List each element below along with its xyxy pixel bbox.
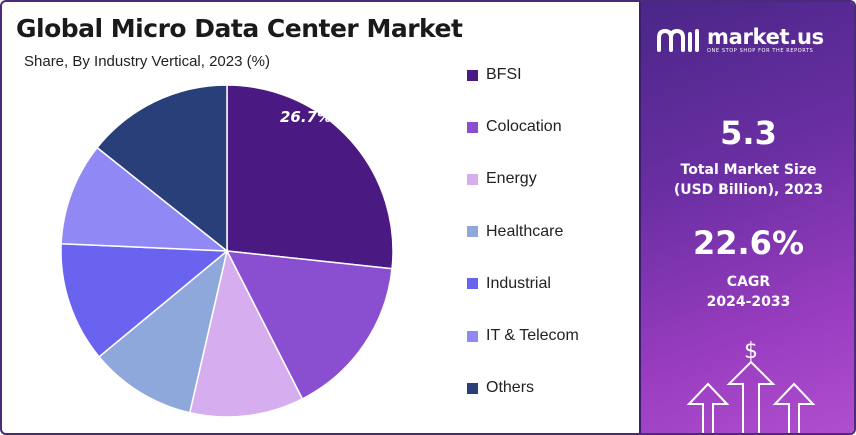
legend-swatch (467, 121, 478, 133)
pie-slice-bfsi (226, 84, 394, 270)
market-size-label-line1: Total Market Size (680, 162, 817, 178)
cagr-value: 22.6% (692, 224, 804, 262)
legend-label: Healthcare (486, 222, 564, 240)
market-size-value: 5.3 (720, 114, 777, 152)
growth-arrows-icon: $ (686, 339, 816, 433)
legend-swatch (467, 278, 478, 290)
legend-swatch (467, 69, 478, 81)
legend-label: Others (486, 379, 535, 397)
pie-slice-others (96, 84, 228, 253)
legend-swatch (467, 226, 478, 238)
pie-chart: 26.7% (60, 84, 394, 418)
legend-item: Colocation (467, 116, 562, 138)
legend-label: BFSI (486, 66, 522, 83)
legend-label: IT & Telecom (486, 327, 579, 344)
legend-item: Healthcare (467, 221, 563, 243)
pie-slice-industrial (60, 242, 229, 358)
legend-item: Energy (467, 168, 537, 190)
legend-swatch (467, 330, 478, 342)
pie-data-label: 26.7% (280, 108, 332, 126)
legend-swatch (467, 382, 478, 394)
chart-subtitle: Share, By Industry Vertical, 2023 (%) (24, 53, 270, 70)
cagr-label-line1: CAGR (726, 274, 771, 290)
pie-slice-it-telecom (60, 146, 230, 252)
brand-name: market.us (707, 25, 824, 49)
stats-panel: market.us ONE STOP SHOP FOR THE REPORTS … (639, 2, 854, 433)
cagr-label-line2: 2024-2033 (706, 294, 791, 310)
legend-label: Energy (486, 170, 537, 188)
chart-title: Global Micro Data Center Market (16, 14, 463, 43)
brand-tagline: ONE STOP SHOP FOR THE REPORTS (707, 48, 814, 54)
pie-slice-colocation (225, 250, 393, 400)
brand-logo: market.us ONE STOP SHOP FOR THE REPORTS (655, 26, 824, 54)
legend-item: Industrial (467, 273, 551, 295)
legend-swatch (467, 173, 478, 185)
market-us-logo-icon (657, 28, 699, 52)
pie-slice-healthcare (98, 249, 229, 414)
legend-label: Colocation (486, 118, 562, 136)
dollar-icon: $ (744, 339, 758, 364)
legend-item: BFSI (467, 64, 522, 86)
legend-label: Industrial (486, 274, 551, 292)
legend-item: Others (467, 377, 534, 399)
legend-item: IT & Telecom (467, 325, 579, 347)
market-size-label-line2: (USD Billion), 2023 (673, 182, 824, 198)
